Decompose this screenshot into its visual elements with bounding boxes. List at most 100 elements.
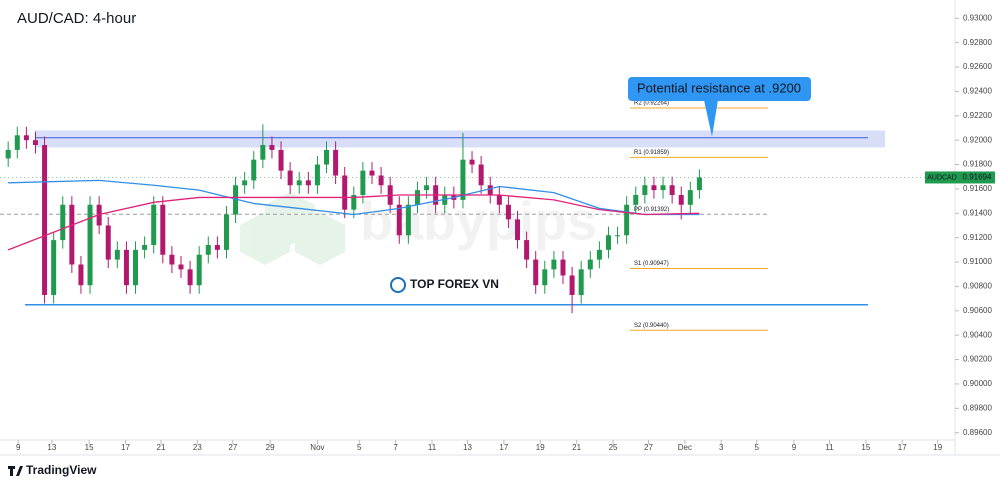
y-tick-label: 0.90600 bbox=[963, 306, 992, 315]
pivot-label: PP (0.91392) bbox=[634, 207, 669, 213]
candle-body bbox=[205, 244, 211, 255]
pivot-label: S1 (0.90947) bbox=[634, 261, 669, 267]
candle-body bbox=[460, 159, 466, 200]
chart-title: AUD/CAD: 4-hour bbox=[17, 10, 136, 27]
x-tick-label: 21 bbox=[572, 443, 581, 452]
x-tick-label: 5 bbox=[754, 443, 759, 452]
candle-body bbox=[487, 185, 493, 196]
y-tick-label: 0.91800 bbox=[963, 160, 992, 169]
annotation-callout: Potential resistance at .9200 bbox=[628, 77, 811, 137]
brand-name: TradingView bbox=[26, 463, 97, 477]
x-tick-label: 15 bbox=[861, 443, 870, 452]
x-tick-label: 15 bbox=[85, 443, 94, 452]
candle-body bbox=[533, 259, 539, 286]
y-tick-label: 0.90800 bbox=[963, 282, 992, 291]
price-tag-label: 0.91694 bbox=[963, 173, 992, 182]
x-tick-label: 13 bbox=[47, 443, 56, 452]
candle-body bbox=[624, 204, 630, 236]
y-tick-label: 0.92400 bbox=[963, 87, 992, 96]
candle-body bbox=[678, 195, 684, 205]
x-tick-label: 3 bbox=[719, 443, 724, 452]
symbol-tag bbox=[925, 171, 959, 184]
candle-body bbox=[32, 140, 38, 146]
candle-body bbox=[251, 159, 257, 181]
moving-average bbox=[7, 194, 700, 251]
y-tick-label: 0.90200 bbox=[963, 355, 992, 364]
candle-body bbox=[123, 249, 129, 286]
candle-body bbox=[233, 185, 239, 215]
candle-body bbox=[360, 170, 366, 196]
y-tick-label: 0.92600 bbox=[963, 62, 992, 71]
x-tick-label: 25 bbox=[609, 443, 618, 452]
candle-body bbox=[187, 269, 193, 286]
x-tick-label: 11 bbox=[825, 443, 834, 452]
x-tick-label: 5 bbox=[357, 443, 362, 452]
candle-body bbox=[542, 269, 548, 286]
y-tick-label: 0.91000 bbox=[963, 257, 992, 266]
candle-body bbox=[223, 214, 229, 250]
x-tick-label: 27 bbox=[228, 443, 237, 452]
candle-body bbox=[69, 204, 75, 265]
x-tick-label: 7 bbox=[393, 443, 398, 452]
candle-body bbox=[369, 170, 375, 176]
candle-body bbox=[333, 149, 339, 176]
candle-body bbox=[642, 185, 648, 196]
callout-text: Potential resistance at .9200 bbox=[637, 80, 801, 95]
watermark-topforex: TOP FOREX VN bbox=[390, 277, 499, 293]
candle-body bbox=[515, 219, 521, 241]
candle-body bbox=[578, 269, 584, 295]
x-tick-label: 17 bbox=[898, 443, 907, 452]
symbol-tag-label: AUDCAD bbox=[927, 174, 957, 181]
candle-body bbox=[42, 145, 48, 295]
candle-body bbox=[596, 249, 602, 260]
x-tick-label: 21 bbox=[157, 443, 166, 452]
callout-box bbox=[628, 77, 811, 101]
candle-body bbox=[560, 259, 566, 276]
watermark-shapes bbox=[240, 192, 345, 265]
candle-body bbox=[551, 259, 557, 270]
candle-body bbox=[687, 190, 693, 205]
candle-body bbox=[287, 170, 293, 186]
brand: TradingView bbox=[8, 463, 97, 477]
y-tick-label: 0.91200 bbox=[963, 233, 992, 242]
candle-body bbox=[342, 175, 348, 210]
watermark-icon bbox=[390, 277, 406, 293]
candle-body bbox=[469, 159, 475, 165]
candle-body bbox=[87, 204, 93, 286]
y-tick-label: 0.92200 bbox=[963, 111, 992, 120]
candle-body bbox=[569, 275, 575, 295]
candle-body bbox=[505, 204, 511, 220]
candle-body bbox=[23, 135, 29, 141]
watermark-text: babypips bbox=[360, 191, 597, 251]
x-tick-label: 11 bbox=[428, 443, 437, 452]
candle-body bbox=[296, 180, 302, 186]
candle-body bbox=[133, 249, 139, 286]
y-tick-label: 0.93000 bbox=[963, 13, 992, 22]
candle-body bbox=[633, 195, 639, 205]
brand-logo bbox=[8, 466, 23, 476]
candle-body bbox=[78, 264, 84, 286]
candle-body bbox=[269, 145, 275, 150]
candle-body bbox=[214, 244, 220, 250]
candle-body bbox=[651, 185, 657, 191]
candle-body bbox=[696, 177, 702, 191]
candle-body bbox=[424, 185, 430, 191]
candle-body bbox=[605, 235, 611, 250]
candle-body bbox=[414, 190, 420, 205]
candle-body bbox=[105, 225, 111, 260]
callout-pointer bbox=[704, 100, 718, 137]
candle-body bbox=[151, 204, 157, 245]
candle-body bbox=[196, 254, 202, 286]
candle-body bbox=[615, 235, 621, 237]
x-tick-label: 17 bbox=[121, 443, 130, 452]
candle-body bbox=[314, 164, 320, 186]
pivot-label: R2 (0.92264) bbox=[634, 101, 669, 107]
candle-body bbox=[351, 195, 357, 210]
candle-body bbox=[51, 240, 57, 295]
candle-body bbox=[378, 175, 384, 186]
x-tick-label: 19 bbox=[536, 443, 545, 452]
candle-body bbox=[587, 259, 593, 270]
x-tick-label: 29 bbox=[266, 443, 275, 452]
